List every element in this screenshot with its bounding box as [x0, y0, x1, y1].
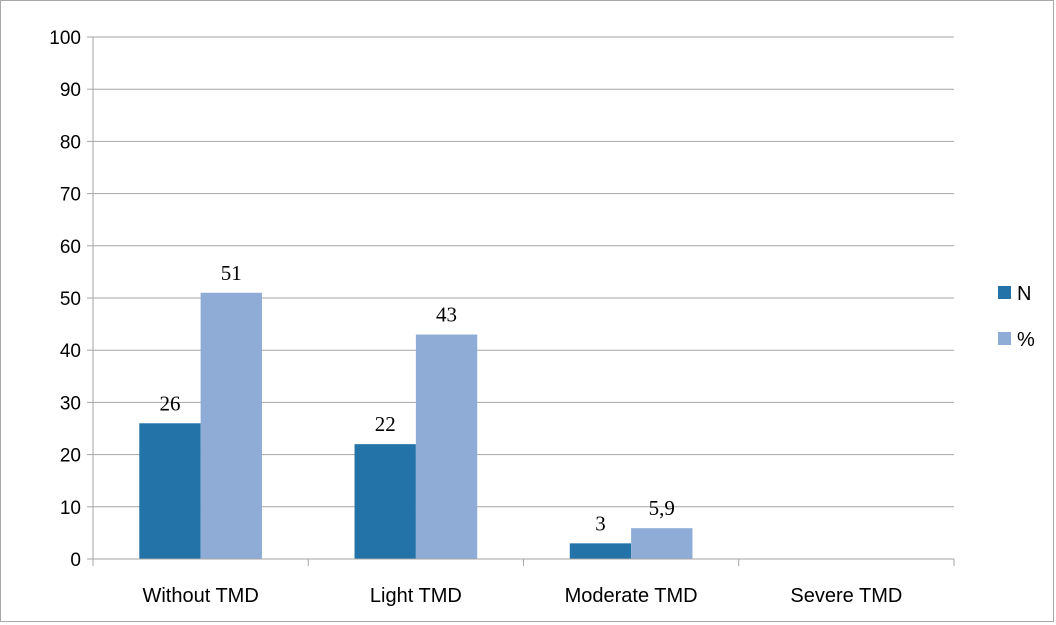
data-label: 3 [595, 511, 606, 535]
bar-N-1 [354, 444, 416, 559]
legend-swatch [998, 332, 1011, 345]
y-tick-label: 100 [49, 28, 81, 49]
y-tick-label: 40 [60, 341, 81, 362]
bar-N-2 [569, 543, 632, 559]
legend: N% [998, 283, 1035, 351]
legend-label: % [1017, 329, 1035, 351]
data-label: 26 [159, 391, 180, 415]
bars [139, 292, 693, 559]
bar-pct-2 [631, 528, 693, 559]
axes: 0 10 20 30 40 50 60 70 80 90 100 Without TMD Light T… [49, 28, 955, 607]
y-tick-label: 0 [70, 550, 81, 571]
data-label: 51 [221, 261, 242, 285]
bar-pct-1 [415, 334, 478, 559]
legend-swatch [998, 286, 1011, 299]
legend-label: N [1017, 283, 1031, 305]
data-label: 5,9 [649, 496, 675, 520]
x-tick-label: Without TMD [142, 585, 258, 607]
y-tick-label: 30 [60, 393, 81, 414]
y-tick-label: 10 [60, 498, 81, 519]
data-label: 43 [436, 303, 457, 327]
y-tick-label: 90 [60, 80, 81, 101]
x-tick-label: Severe TMD [790, 585, 902, 607]
data-labels: 26 51 22 43 3 5,9 [159, 261, 674, 536]
y-tick-label: 60 [60, 237, 81, 258]
y-tick-label: 70 [60, 185, 81, 206]
x-tick-label: Light TMD [370, 585, 462, 607]
bar-pct-0 [200, 292, 262, 559]
x-tick-label: Moderate TMD [565, 585, 698, 607]
bar-N-0 [139, 423, 201, 559]
data-label: 22 [375, 412, 396, 436]
y-tick-label: 80 [60, 132, 81, 153]
y-tick-label: 20 [60, 446, 81, 467]
y-tick-label: 50 [60, 289, 81, 310]
